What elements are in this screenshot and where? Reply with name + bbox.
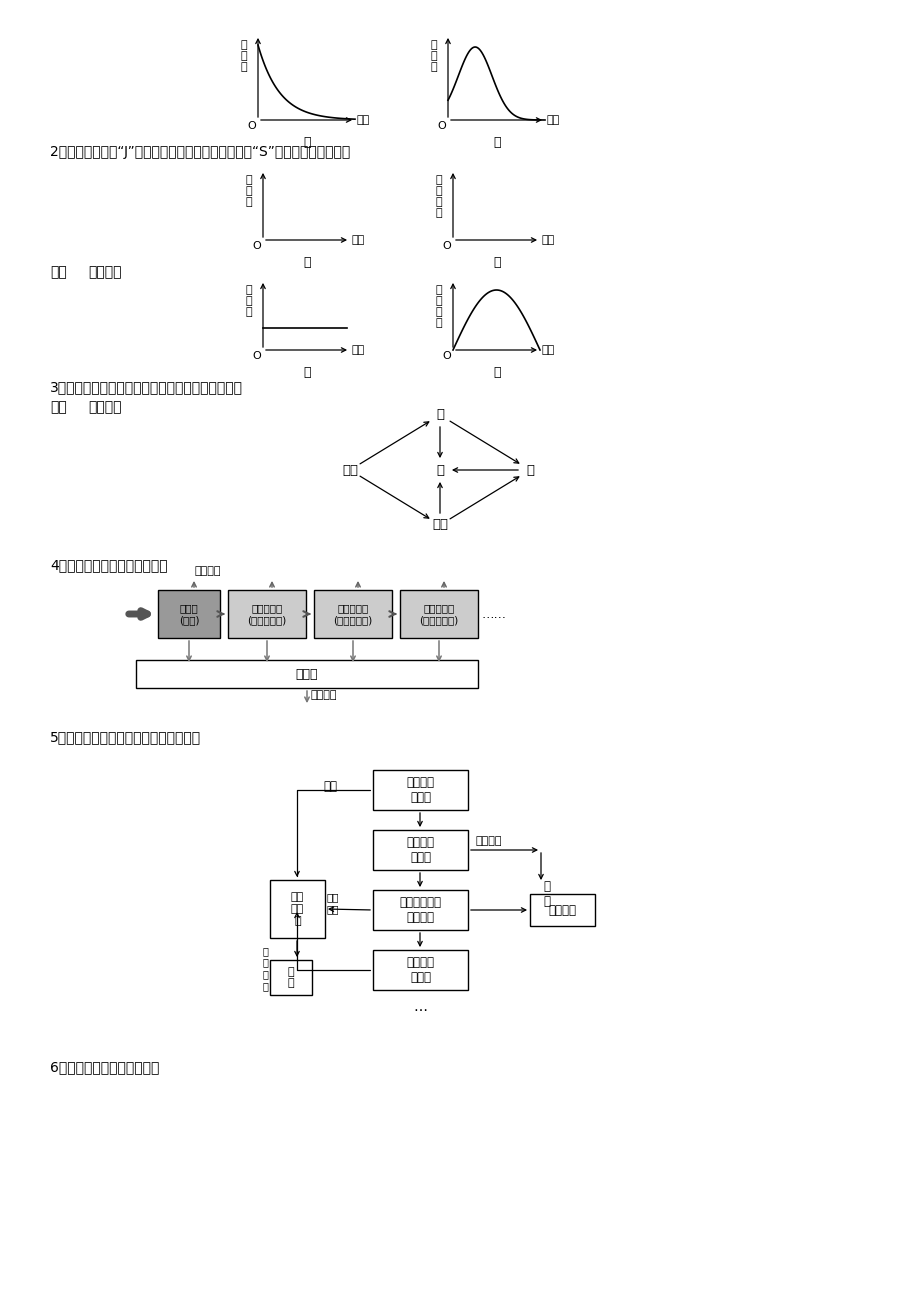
Text: 一级消费
者摄入: 一级消费 者摄入	[406, 776, 434, 805]
Text: 时间: 时间	[352, 345, 365, 355]
Text: 乙: 乙	[493, 135, 500, 148]
Text: 增: 增	[245, 174, 252, 185]
Text: 如图所示: 如图所示	[88, 400, 121, 414]
Text: 体: 体	[430, 51, 437, 61]
Text: 呼吸作用: 呼吸作用	[311, 690, 337, 700]
Text: 4．完善能量流动过程的图形。: 4．完善能量流动过程的图形。	[50, 559, 167, 572]
Text: 率: 率	[436, 318, 442, 328]
Text: 答案: 答案	[50, 400, 67, 414]
Text: 增: 增	[436, 174, 442, 185]
Text: 分解
者利
用: 分解 者利 用	[290, 892, 304, 926]
Text: 速: 速	[436, 197, 442, 207]
Text: 用于生长、发
育和繁殖: 用于生长、发 育和繁殖	[399, 896, 441, 924]
Text: 个: 个	[241, 40, 247, 49]
Text: 率: 率	[245, 197, 252, 207]
Text: 年龄: 年龄	[547, 115, 560, 125]
Text: 数: 数	[430, 62, 437, 72]
Text: 2．在甲图中画出“J”形曲线的增长率，在乙图中画出“S”形曲线的增长速率。: 2．在甲图中画出“J”形曲线的增长率，在乙图中画出“S”形曲线的增长速率。	[50, 145, 350, 159]
Text: 率: 率	[245, 307, 252, 316]
Text: 分解者: 分解者	[295, 668, 318, 681]
Bar	[372, 891, 468, 930]
Text: 速: 速	[436, 307, 442, 316]
Text: 三级消费者
(肉食性动物): 三级消费者 (肉食性动物)	[419, 603, 459, 625]
Bar	[529, 894, 595, 926]
Bar	[136, 660, 478, 687]
Bar	[372, 950, 468, 990]
Text: 数: 数	[241, 62, 247, 72]
Text: 长: 长	[245, 186, 252, 197]
Text: 生产者
(植物): 生产者 (植物)	[178, 603, 199, 625]
Text: 二级消费者
(肉食性动物): 二级消费者 (肉食性动物)	[333, 603, 372, 625]
Text: 甲: 甲	[303, 256, 311, 270]
Bar	[228, 590, 306, 638]
Text: 增: 增	[436, 285, 442, 296]
Text: 个: 个	[430, 40, 437, 49]
Text: O: O	[252, 241, 261, 251]
Text: 5．完善一级消费者中能量去向的图形。: 5．完善一级消费者中能量去向的图形。	[50, 730, 201, 743]
Text: O: O	[247, 121, 255, 132]
Text: 长: 长	[436, 186, 442, 197]
Text: 长: 长	[245, 296, 252, 306]
Text: 6．完善碳循环过程的图形。: 6．完善碳循环过程的图形。	[50, 1060, 159, 1074]
Bar	[313, 590, 391, 638]
Text: …: …	[413, 1000, 426, 1014]
Text: 二级消费
者摄入: 二级消费 者摄入	[406, 956, 434, 984]
Text: 答案: 答案	[50, 266, 67, 279]
Text: 呼
吸
作
用: 呼 吸 作 用	[262, 947, 267, 991]
Text: 时间: 时间	[352, 234, 365, 245]
Text: 年龄: 年龄	[357, 115, 369, 125]
Text: O: O	[437, 121, 446, 132]
Text: 一级消费者
(植食性动物): 一级消费者 (植食性动物)	[247, 603, 287, 625]
Text: O: O	[252, 352, 261, 361]
Text: 呼吸作用: 呼吸作用	[475, 836, 502, 846]
Text: 人: 人	[436, 464, 444, 477]
Text: 甲: 甲	[303, 135, 311, 148]
Text: 时间: 时间	[541, 234, 555, 245]
Text: 牧草: 牧草	[342, 464, 357, 477]
Text: 长: 长	[436, 296, 442, 306]
Text: 时间: 时间	[541, 345, 555, 355]
Text: 一级消费
者同化: 一级消费 者同化	[406, 836, 434, 865]
Text: 羊: 羊	[436, 409, 444, 422]
Text: 增: 增	[245, 285, 252, 296]
Text: 粪便: 粪便	[323, 780, 336, 793]
Text: 如图所示: 如图所示	[88, 266, 121, 279]
Bar	[269, 880, 324, 937]
Text: O: O	[442, 352, 450, 361]
Text: 乙: 乙	[493, 256, 500, 270]
Text: 3．画出由人、羊、狐、野兔和牧草组成的食物网。: 3．画出由人、羊、狐、野兔和牧草组成的食物网。	[50, 380, 243, 395]
Text: 甲: 甲	[303, 366, 311, 379]
Text: 野兔: 野兔	[432, 518, 448, 531]
Bar	[372, 769, 468, 810]
Text: 率: 率	[436, 208, 442, 217]
Text: 遗体
残骸: 遗体 残骸	[326, 892, 339, 914]
Text: 未被利用: 未被利用	[548, 904, 576, 917]
Bar	[372, 829, 468, 870]
Text: O: O	[442, 241, 450, 251]
Text: 狐: 狐	[526, 464, 533, 477]
Bar	[269, 960, 312, 995]
Text: 呼吸作用: 呼吸作用	[195, 566, 221, 575]
Text: 散
失: 散 失	[288, 966, 294, 988]
Text: ……: ……	[482, 608, 506, 621]
Bar	[400, 590, 478, 638]
Text: 体: 体	[241, 51, 247, 61]
Text: 乙: 乙	[493, 366, 500, 379]
Bar	[158, 590, 220, 638]
Text: 散
失: 散 失	[542, 880, 550, 907]
